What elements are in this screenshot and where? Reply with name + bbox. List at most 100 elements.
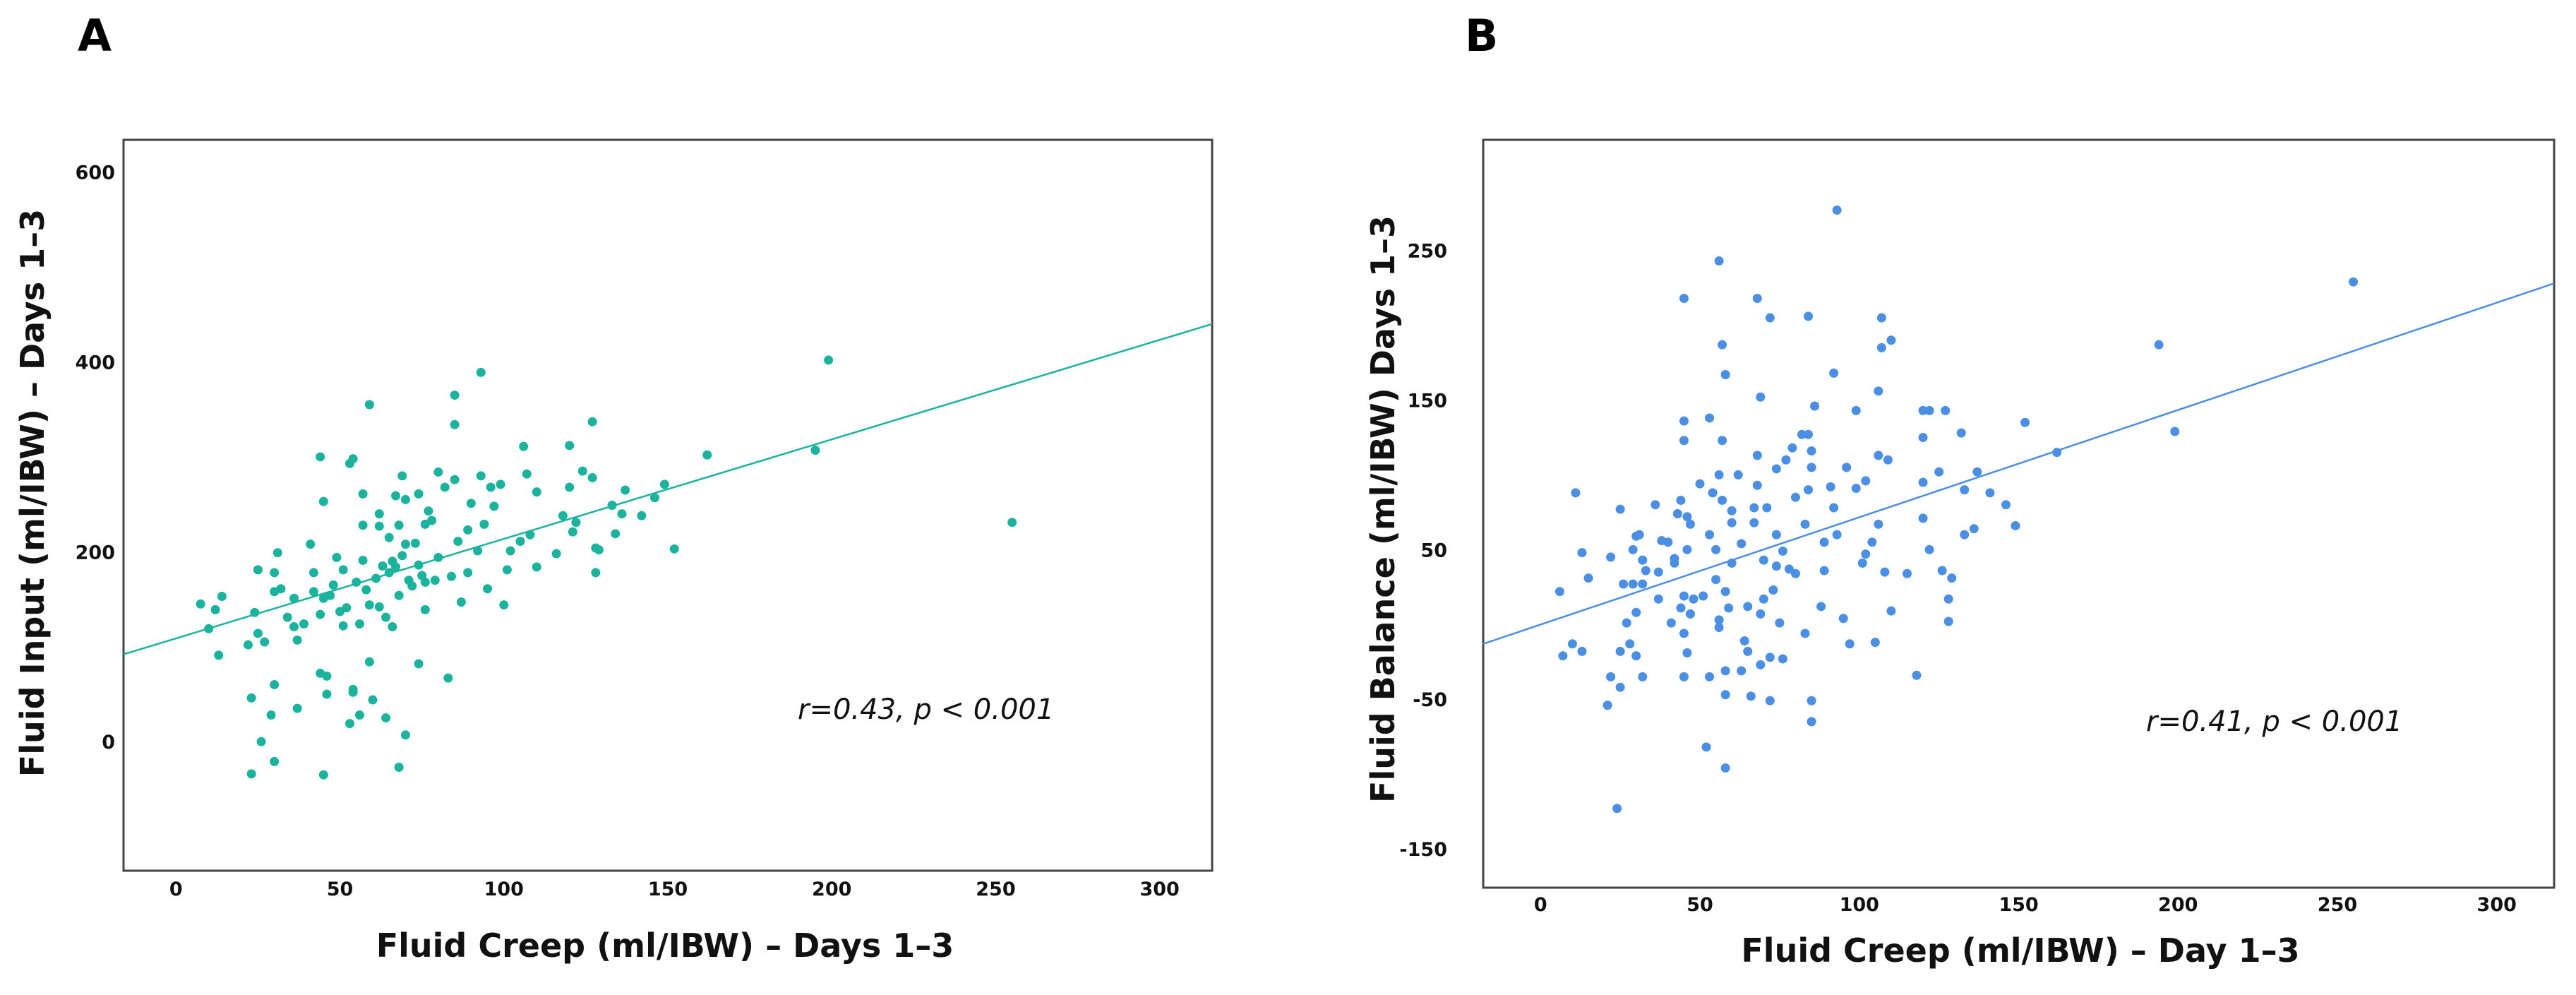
data-point [1874, 451, 1883, 460]
data-point [196, 599, 205, 609]
y-tick-label: -50 [1413, 689, 1447, 711]
data-point [1558, 651, 1568, 661]
x-tick-label: 100 [1840, 894, 1879, 916]
data-point [354, 710, 364, 720]
data-point [1682, 544, 1692, 554]
data-point [318, 496, 328, 506]
data-point [1663, 537, 1673, 547]
data-point [1711, 575, 1721, 585]
data-point [374, 509, 384, 519]
data-point [270, 680, 280, 690]
data-point [400, 540, 410, 549]
data-point [1705, 413, 1715, 423]
data-point [1746, 691, 1756, 701]
data-point [253, 565, 263, 575]
data-point [272, 548, 282, 558]
data-point [1781, 455, 1791, 465]
data-point [308, 568, 318, 578]
annotation-a: r=0.43, p < 0.001 [798, 693, 1054, 726]
data-point [270, 587, 280, 597]
data-point [505, 546, 515, 556]
data-point [1577, 548, 1587, 558]
data-point [446, 571, 456, 581]
y-tick-label: 150 [1408, 391, 1447, 412]
data-point [1631, 607, 1641, 617]
data-point [1861, 476, 1871, 486]
data-point [2349, 277, 2359, 287]
data-point [1819, 537, 1829, 547]
data-point [1615, 504, 1625, 514]
data-point [378, 561, 388, 571]
data-point [1583, 573, 1593, 583]
data-point [1724, 603, 1734, 613]
x-tick-label: 300 [2477, 894, 2517, 916]
x-tick-label: 200 [812, 878, 851, 900]
data-point [453, 537, 463, 547]
data-point [587, 473, 597, 483]
data-point [1619, 579, 1629, 589]
data-point [810, 446, 820, 455]
data-point [1804, 429, 1814, 439]
data-point [466, 499, 476, 508]
data-point [571, 518, 581, 528]
data-point [565, 441, 575, 451]
data-point [463, 525, 473, 535]
data-point [2001, 500, 2011, 510]
data-point [354, 619, 364, 629]
plot-frame-b [1482, 138, 2556, 889]
data-point [483, 584, 493, 594]
data-point [1816, 602, 1826, 612]
data-point [1752, 294, 1762, 304]
data-point [1784, 564, 1794, 574]
y-tick-label: 200 [76, 542, 115, 564]
data-point [1883, 455, 1893, 465]
data-point [450, 475, 460, 484]
data-point [316, 609, 325, 619]
data-point [358, 520, 368, 530]
data-point [496, 479, 505, 489]
data-point [1943, 594, 1953, 604]
data-point [659, 479, 669, 489]
data-point [1886, 606, 1896, 616]
data-point [381, 612, 391, 622]
data-point [1941, 405, 1951, 415]
data-point [342, 603, 352, 613]
data-point [1765, 696, 1775, 705]
data-point [322, 671, 332, 681]
data-point [1902, 568, 1912, 578]
data-point [1567, 639, 1577, 649]
data-point [450, 419, 460, 429]
data-point [260, 637, 270, 647]
data-point [1653, 567, 1663, 577]
data-point [427, 516, 437, 525]
data-point [404, 576, 414, 585]
data-point [318, 770, 328, 780]
data-point [1720, 690, 1730, 700]
y-tick-label: -150 [1399, 839, 1447, 861]
y-tick-label: 50 [1420, 540, 1447, 561]
data-point [388, 622, 397, 632]
data-point [1602, 701, 1612, 710]
data-point [617, 509, 627, 519]
data-point [338, 621, 348, 631]
data-point [532, 487, 541, 497]
panel-label-a: A [78, 10, 112, 61]
data-point [1749, 503, 1759, 513]
data-point [1832, 205, 1842, 215]
data-point [358, 555, 368, 565]
data-point [1867, 537, 1877, 547]
data-point [1765, 313, 1775, 323]
data-point [1679, 436, 1689, 446]
data-point [364, 657, 374, 667]
x-tick-label: 200 [2158, 894, 2198, 916]
data-point [2020, 417, 2030, 427]
data-point [1768, 585, 1778, 595]
data-point [1765, 653, 1775, 662]
data-point [1886, 335, 1896, 345]
data-point [1651, 500, 1660, 510]
data-point [1615, 682, 1625, 692]
y-tick-label: 250 [1408, 241, 1447, 263]
chart-a: A r=0.43, p < 0.001 Fluid Creep (ml/IBW)… [13, 10, 1214, 965]
x-axis-label-b: Fluid Creep (ml/IBW) – Day 1–3 [1741, 931, 2299, 970]
data-point [417, 571, 427, 580]
